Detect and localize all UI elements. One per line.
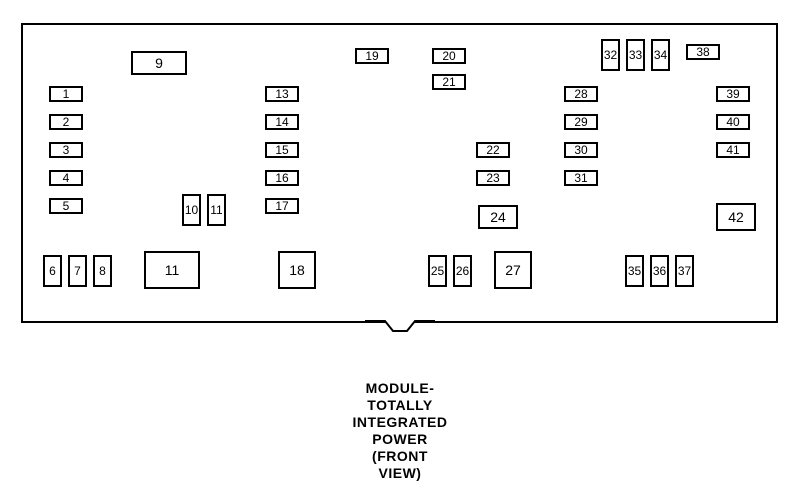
fuse-label: 31: [574, 171, 587, 185]
fuse-box-13: 13: [265, 86, 299, 102]
fuse-label: 25: [431, 264, 444, 278]
panel-notch: [365, 320, 435, 332]
fuse-box-28: 28: [564, 86, 598, 102]
fuse-box-42: 42: [716, 203, 756, 231]
fuse-label: 38: [696, 45, 709, 59]
fuse-label: 8: [99, 264, 106, 278]
fuse-box-34: 34: [651, 39, 670, 71]
fuse-box-38: 38: [686, 44, 720, 60]
fuse-box-32: 32: [601, 39, 620, 71]
fuse-box-18: 18: [278, 251, 316, 289]
fuse-label: 16: [275, 171, 288, 185]
fuse-box-35: 35: [625, 255, 644, 287]
fuse-label: 9: [155, 55, 163, 71]
fuse-box-39: 39: [716, 86, 750, 102]
fuse-box-7: 7: [68, 255, 87, 287]
fuse-label: 26: [456, 264, 469, 278]
fuse-label: 41: [726, 143, 739, 157]
fuse-label: 13: [275, 87, 288, 101]
fuse-box-29: 29: [564, 114, 598, 130]
fuse-label: 5: [63, 199, 70, 213]
fuse-label: 15: [275, 143, 288, 157]
fuse-box-8: 8: [93, 255, 112, 287]
fuse-box-2: 2: [49, 114, 83, 130]
fuse-label: 37: [678, 264, 691, 278]
fuse-label: 34: [654, 48, 667, 62]
fuse-label: 40: [726, 115, 739, 129]
fuse-label: 22: [486, 143, 499, 157]
fuse-box-23: 23: [476, 170, 510, 186]
fuse-box-24: 24: [478, 205, 518, 229]
fuse-label: 4: [63, 171, 70, 185]
fuse-box-15: 15: [265, 142, 299, 158]
fuse-label: 1: [63, 87, 70, 101]
diagram-caption: MODULE- TOTALLY INTEGRATED POWER (FRONT …: [353, 380, 448, 482]
fuse-box-17: 17: [265, 198, 299, 214]
fuse-label: 11: [210, 203, 222, 217]
fuse-label: 36: [653, 264, 666, 278]
fuse-box-25: 25: [428, 255, 447, 287]
fuse-box-10: 10: [182, 194, 201, 226]
fuse-box-37: 37: [675, 255, 694, 287]
fuse-label: 23: [486, 171, 499, 185]
fuse-box-14: 14: [265, 114, 299, 130]
fuse-box-16: 16: [265, 170, 299, 186]
fuse-label: 33: [629, 48, 642, 62]
diagram-canvas: 1234567891011111314151617181920212223242…: [0, 0, 800, 501]
fuse-label: 39: [726, 87, 739, 101]
fuse-box-41: 41: [716, 142, 750, 158]
fuse-label: 24: [490, 209, 506, 225]
fuse-box-26: 26: [453, 255, 472, 287]
fuse-box-5: 5: [49, 198, 83, 214]
fuse-box-19: 19: [355, 48, 389, 64]
fuse-box-4: 4: [49, 170, 83, 186]
fuse-box-20: 20: [432, 48, 466, 64]
fuse-label: 18: [289, 262, 305, 278]
fuse-box-33: 33: [626, 39, 645, 71]
fuse-box-6: 6: [43, 255, 62, 287]
fuse-label: 27: [505, 262, 521, 278]
fuse-box-40: 40: [716, 114, 750, 130]
fuse-box-31: 31: [564, 170, 598, 186]
fuse-label: 17: [275, 199, 288, 213]
fuse-label: 2: [63, 115, 70, 129]
fuse-label: 20: [442, 49, 455, 63]
fuse-label: 6: [49, 264, 56, 278]
fuse-box-3: 3: [49, 142, 83, 158]
fuse-label: 32: [604, 48, 617, 62]
fuse-box-9: 9: [131, 51, 187, 75]
fuse-box-27: 27: [494, 251, 532, 289]
fuse-label: 21: [442, 75, 455, 89]
fuse-label: 3: [63, 143, 70, 157]
fuse-box-30: 30: [564, 142, 598, 158]
fuse-label: 29: [574, 115, 587, 129]
fuse-box-11a: 11: [207, 194, 226, 226]
fuse-label: 30: [574, 143, 587, 157]
fuse-label: 11: [165, 262, 180, 278]
fuse-label: 35: [628, 264, 641, 278]
fuse-label: 14: [275, 115, 288, 129]
fuse-label: 28: [574, 87, 587, 101]
fuse-label: 42: [728, 209, 744, 225]
fuse-box-22: 22: [476, 142, 510, 158]
fuse-box-21: 21: [432, 74, 466, 90]
fuse-box-11: 11: [144, 251, 200, 289]
fuse-label: 10: [185, 203, 198, 217]
fuse-box-1: 1: [49, 86, 83, 102]
fuse-label: 7: [74, 264, 81, 278]
fuse-box-36: 36: [650, 255, 669, 287]
fuse-label: 19: [365, 49, 378, 63]
